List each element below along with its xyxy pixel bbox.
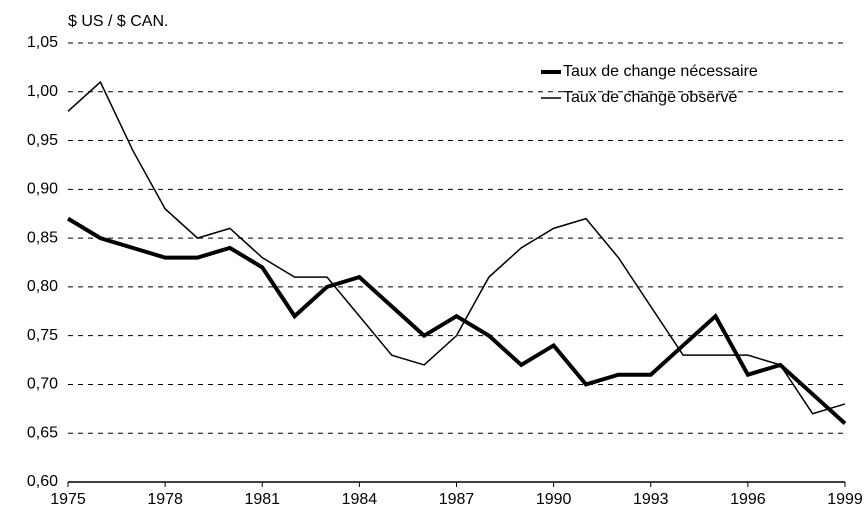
y-tick-label: 1,05 [27, 34, 58, 51]
y-tick-label: 0,75 [27, 327, 58, 344]
y-tick-label: 0,90 [27, 181, 58, 198]
x-tick-label: 1990 [536, 491, 572, 508]
legend-label: Taux de change observé [563, 89, 737, 106]
x-tick-label: 1975 [50, 491, 86, 508]
x-tick-label: 1993 [633, 491, 669, 508]
series-line [67, 80, 846, 415]
series-line [66, 216, 847, 425]
y-tick-label: 0,65 [27, 424, 58, 441]
x-tick-label: 1996 [730, 491, 766, 508]
y-tick-label: 0,60 [27, 473, 58, 490]
y-tick-label: 1,00 [27, 83, 58, 100]
y-tick-label: 0,95 [27, 132, 58, 149]
y-axis-label: $ US / $ CAN. [68, 13, 168, 30]
x-tick-label: 1981 [244, 491, 280, 508]
x-tick-label: 1978 [147, 491, 183, 508]
x-tick-label: 1999 [827, 491, 863, 508]
y-tick-label: 0,70 [27, 376, 58, 393]
y-tick-label: 0,85 [27, 229, 58, 246]
y-tick-label: 0,80 [27, 278, 58, 295]
x-tick-label: 1987 [439, 491, 475, 508]
x-tick-label: 1984 [342, 491, 378, 508]
legend-label: Taux de change nécessaire [563, 63, 758, 80]
